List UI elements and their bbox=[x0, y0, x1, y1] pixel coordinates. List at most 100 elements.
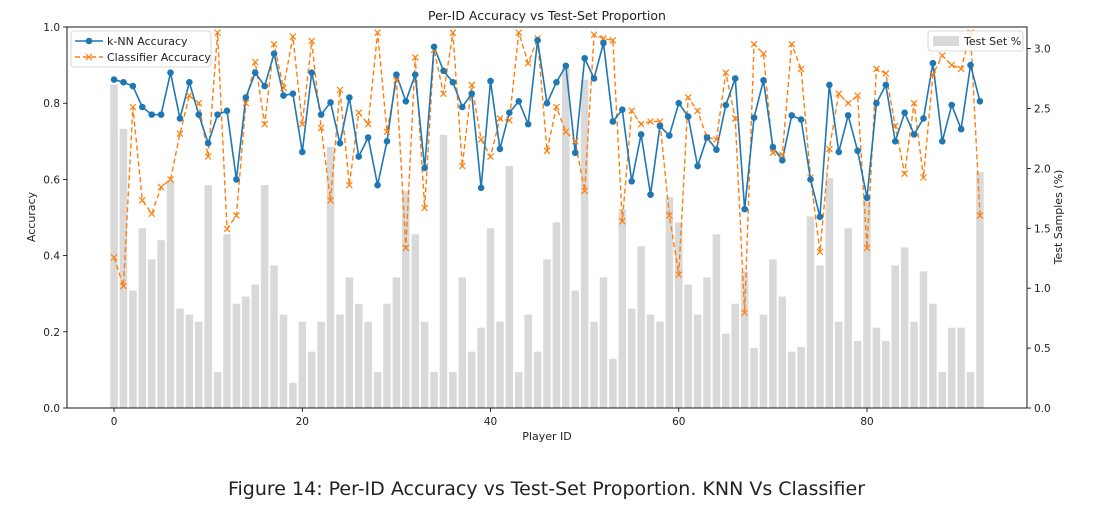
classifier-point bbox=[731, 115, 739, 122]
knn-point bbox=[393, 71, 400, 78]
classifier-point bbox=[392, 76, 400, 84]
classifier-point bbox=[345, 181, 353, 189]
bars-layer bbox=[110, 67, 984, 409]
knn-point bbox=[778, 157, 786, 164]
classifier-point bbox=[788, 40, 796, 48]
classifier-point bbox=[176, 130, 184, 138]
knn-point bbox=[891, 138, 899, 145]
knn-point bbox=[713, 146, 720, 153]
classifier-point bbox=[157, 183, 165, 191]
knn-point bbox=[694, 162, 701, 170]
knn-point bbox=[458, 103, 466, 111]
classifier-point bbox=[581, 187, 589, 195]
test-set-bar bbox=[477, 327, 485, 408]
test-set-bar bbox=[693, 314, 702, 408]
legend-left: k-NN Accuracy Classifier Accuracy bbox=[70, 30, 211, 68]
classifier-point bbox=[487, 153, 494, 160]
classifier-point bbox=[468, 81, 476, 89]
knn-point bbox=[967, 61, 974, 69]
test-set-bar bbox=[449, 372, 457, 408]
test-set-bar bbox=[129, 290, 137, 408]
knn-point bbox=[336, 139, 344, 147]
knn-point bbox=[826, 81, 833, 89]
knn-point bbox=[741, 205, 748, 213]
y-right-tick-label: 0.5 bbox=[1034, 343, 1051, 355]
legend-classifier-x-marker bbox=[85, 53, 93, 61]
knn-point bbox=[553, 78, 560, 86]
classifier-point bbox=[835, 90, 843, 98]
classifier-point bbox=[477, 135, 485, 143]
legend-test-set-label: Test Set % bbox=[963, 35, 1021, 48]
test-set-bar bbox=[646, 314, 655, 408]
classifier-point bbox=[138, 196, 146, 204]
classifier-point bbox=[976, 212, 984, 220]
test-set-bar bbox=[580, 79, 589, 408]
classifier-point bbox=[458, 162, 466, 170]
knn-point bbox=[280, 92, 287, 99]
knn-point bbox=[901, 109, 908, 117]
knn-point bbox=[524, 120, 532, 128]
knn-point bbox=[515, 97, 523, 105]
classifier-point bbox=[562, 128, 570, 136]
classifier-point bbox=[948, 61, 956, 69]
knn-point bbox=[251, 69, 259, 77]
test-set-bar bbox=[787, 351, 796, 408]
classifier-point bbox=[891, 122, 899, 130]
knn-point bbox=[496, 145, 504, 153]
test-set-bar bbox=[806, 216, 815, 408]
classifier-point bbox=[242, 99, 250, 107]
test-set-bar bbox=[326, 146, 335, 408]
classifier-point bbox=[901, 170, 909, 178]
classifier-point bbox=[543, 147, 551, 155]
x-tick-label: 20 bbox=[296, 416, 309, 428]
classifier-point bbox=[844, 99, 852, 107]
knn-point bbox=[618, 106, 626, 113]
classifier-point bbox=[571, 137, 579, 145]
y-right-axis-label: Test Samples (%) bbox=[1052, 170, 1065, 266]
classifier-point bbox=[618, 217, 626, 225]
knn-point bbox=[440, 67, 447, 75]
chart-svg: 0 20 40 60 80 0.0 0.2 0.4 0.6 0.8 1.0 0.0 0.5 1.0 1.… bbox=[25, 8, 1065, 443]
classifier-point bbox=[665, 212, 673, 220]
classifier-point bbox=[797, 65, 805, 73]
knn-point bbox=[148, 111, 156, 118]
knn-point bbox=[195, 111, 203, 118]
knn-point bbox=[938, 138, 946, 145]
test-set-bar bbox=[938, 372, 947, 408]
test-set-bar bbox=[552, 222, 561, 408]
x-tick-label: 40 bbox=[484, 416, 497, 428]
knn-point bbox=[873, 99, 880, 107]
test-set-bar bbox=[919, 271, 928, 408]
classifier-point bbox=[327, 196, 334, 204]
classifier-point bbox=[778, 151, 786, 159]
test-set-bar bbox=[731, 303, 739, 408]
classifier-point bbox=[402, 244, 410, 252]
test-set-bar bbox=[618, 209, 627, 408]
y-left-tick-label: 1.0 bbox=[43, 22, 60, 34]
knn-point bbox=[242, 94, 250, 101]
classifier-accuracy-line bbox=[113, 32, 981, 313]
classifier-point bbox=[722, 69, 730, 77]
knn-point bbox=[788, 112, 796, 119]
test-set-bar bbox=[656, 321, 664, 408]
knn-point bbox=[835, 148, 843, 156]
knn-point bbox=[383, 138, 391, 145]
knn-point bbox=[863, 194, 871, 201]
classifier-point bbox=[854, 92, 862, 100]
y-left-tick-label: 0.0 bbox=[43, 403, 60, 415]
classifier-point bbox=[204, 153, 212, 160]
classifier-point bbox=[336, 86, 344, 94]
classifier-point bbox=[552, 103, 560, 111]
knn-point bbox=[807, 176, 814, 183]
knn-point bbox=[703, 134, 711, 141]
classifier-point bbox=[421, 204, 429, 212]
test-set-bar bbox=[176, 308, 184, 408]
knn-point bbox=[797, 116, 805, 123]
classifier-point bbox=[910, 99, 918, 107]
legend-classifier-label: Classifier Accuracy bbox=[107, 51, 211, 64]
knn-point bbox=[120, 78, 127, 86]
knn-point bbox=[920, 115, 927, 122]
test-set-bar bbox=[496, 321, 504, 408]
test-set-bar bbox=[825, 177, 834, 408]
y-right-tick-label: 1.5 bbox=[1034, 223, 1051, 235]
